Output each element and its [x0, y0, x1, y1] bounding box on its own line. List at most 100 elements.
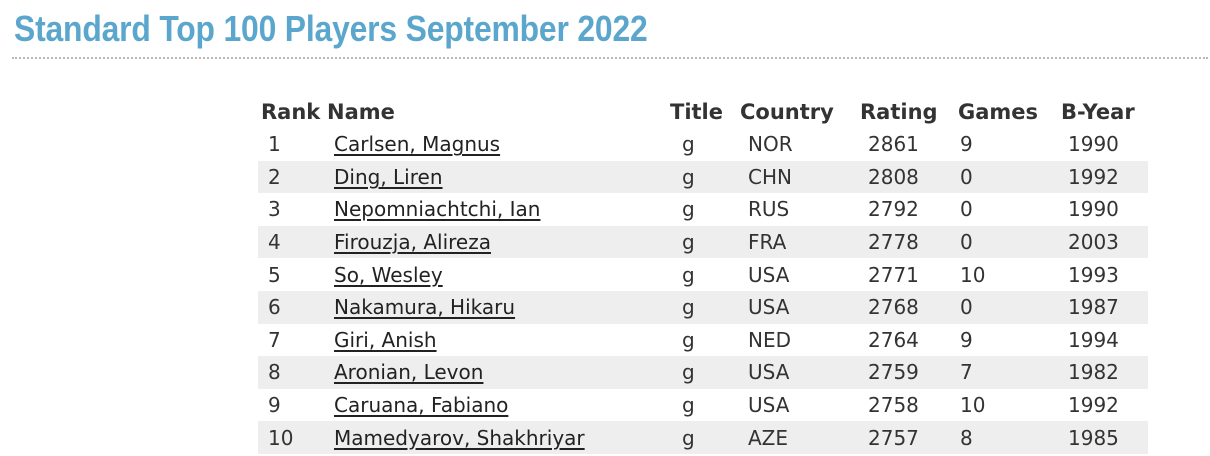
cell-country: NOR	[748, 132, 793, 157]
player-name-link[interactable]: Carlsen, Magnus	[334, 132, 501, 157]
cell-byear: 2003	[1048, 225, 1148, 259]
cell-games: 0	[947, 225, 1048, 259]
cell-name: Nakamura, Hikaru	[326, 290, 661, 324]
cell-games: 0	[947, 160, 1048, 194]
cell-title: g	[661, 356, 728, 389]
cell-rating: 2764	[868, 327, 919, 352]
player-name-link[interactable]: Nakamura, Hikaru	[334, 295, 516, 320]
cell-name: Aronian, Levon	[326, 356, 661, 389]
cell-byear: 1992	[1068, 393, 1119, 418]
cell-rating: 2792	[868, 197, 919, 222]
cell-title: g	[682, 393, 695, 418]
cell-country: NED	[748, 327, 791, 352]
cell-games: 9	[960, 327, 973, 352]
table-row: 6 Nakamura, Hikaru g USA 2768 0 1987	[258, 290, 1148, 324]
cell-rating: 2768	[848, 290, 947, 324]
header-rating: Rating	[860, 99, 938, 124]
cell-rank: 2	[258, 160, 326, 194]
cell-rank: 4	[258, 225, 326, 259]
cell-byear: 1982	[1048, 356, 1148, 389]
cell-country: RUS	[748, 197, 790, 222]
cell-rating: 2771	[868, 262, 919, 287]
cell-name: Caruana, Fabiano	[326, 389, 661, 422]
cell-title: g	[682, 262, 695, 287]
top-players-table: Rank Name Title Country Rating Games B-Y…	[258, 95, 1148, 454]
table-row: 10 Mamedyarov, Shakhriyar g AZE 2757 8 1985	[258, 421, 1148, 454]
table-row: 4 Firouzja, Alireza g FRA 2778 0 2003	[258, 225, 1148, 259]
cell-byear: 1990	[1068, 197, 1119, 222]
cell-rank: 3	[268, 197, 281, 222]
cell-title: g	[661, 290, 728, 324]
cell-name: So, Wesley	[326, 258, 661, 291]
cell-games: 0	[960, 197, 973, 222]
cell-name: Ding, Liren	[326, 160, 661, 194]
cell-games: 10	[960, 262, 986, 287]
cell-byear: 1990	[1068, 132, 1119, 157]
table-row: 9 Caruana, Fabiano g USA 2758 10 1992	[258, 389, 1148, 422]
cell-rating: 2757	[848, 421, 947, 454]
cell-country: CHN	[728, 160, 848, 194]
title-divider	[12, 57, 1208, 59]
table-row: 1 Carlsen, Magnus g NOR 2861 9 1990	[258, 128, 1148, 161]
player-name-link[interactable]: Caruana, Fabiano	[334, 393, 509, 418]
cell-title: g	[682, 327, 695, 352]
cell-rank: 7	[268, 327, 281, 352]
table-body: 1 Carlsen, Magnus g NOR 2861 9 1990 2 Ding, Lire…	[258, 128, 1148, 454]
cell-name: Firouzja, Alireza	[326, 225, 661, 259]
header-country: Country	[740, 99, 834, 124]
player-name-link[interactable]: Nepomniachtchi, Ian	[334, 197, 541, 222]
cell-byear: 1992	[1048, 160, 1148, 194]
cell-title: g	[661, 421, 728, 454]
cell-rank: 10	[258, 421, 326, 454]
cell-country: AZE	[728, 421, 848, 454]
cell-games: 9	[960, 132, 973, 157]
player-name-link[interactable]: Aronian, Levon	[334, 360, 484, 385]
cell-title: g	[661, 160, 728, 194]
cell-rating: 2808	[848, 160, 947, 194]
table-row: 8 Aronian, Levon g USA 2759 7 1982	[258, 356, 1148, 389]
cell-rank: 8	[258, 356, 326, 389]
cell-games: 7	[947, 356, 1048, 389]
cell-country: USA	[748, 393, 790, 418]
header-row: Rank Name Title Country Rating Games B-Y…	[258, 95, 1148, 128]
table-row: 3 Nepomniachtchi, Ian g RUS 2792 0 1990	[258, 193, 1148, 226]
cell-name: Carlsen, Magnus	[326, 128, 661, 161]
header-games: Games	[958, 99, 1039, 124]
cell-rank: 5	[268, 262, 281, 287]
cell-title: g	[661, 225, 728, 259]
cell-country: FRA	[728, 225, 848, 259]
cell-name: Mamedyarov, Shakhriyar	[326, 421, 661, 454]
player-name-link[interactable]: So, Wesley	[334, 262, 443, 287]
table-row: 7 Giri, Anish g NED 2764 9 1994	[258, 324, 1148, 357]
cell-rating: 2759	[848, 356, 947, 389]
cell-byear: 1994	[1068, 327, 1119, 352]
cell-games: 10	[960, 393, 986, 418]
player-name-link[interactable]: Mamedyarov, Shakhriyar	[334, 425, 585, 450]
header-title: Title	[670, 99, 724, 124]
cell-rank: 1	[268, 132, 281, 157]
table-row: 5 So, Wesley g USA 2771 10 1993	[258, 258, 1148, 291]
cell-rank: 9	[268, 393, 281, 418]
cell-rating: 2758	[868, 393, 919, 418]
header-rank: Rank	[261, 99, 321, 124]
cell-country: USA	[728, 290, 848, 324]
header-byear: B-Year	[1061, 99, 1135, 124]
cell-rating: 2861	[868, 132, 919, 157]
cell-title: g	[682, 197, 695, 222]
cell-country: USA	[728, 356, 848, 389]
table-row: 2 Ding, Liren g CHN 2808 0 1992	[258, 160, 1148, 194]
player-name-link[interactable]: Firouzja, Alireza	[334, 230, 491, 255]
player-name-link[interactable]: Giri, Anish	[334, 327, 437, 352]
cell-title: g	[682, 132, 695, 157]
cell-name: Nepomniachtchi, Ian	[326, 193, 661, 226]
cell-games: 0	[947, 290, 1048, 324]
header-name: Name	[327, 99, 395, 124]
cell-byear: 1987	[1048, 290, 1148, 324]
cell-rank: 6	[258, 290, 326, 324]
cell-games: 8	[947, 421, 1048, 454]
page-title: Standard Top 100 Players September 2022	[14, 8, 648, 49]
cell-byear: 1993	[1068, 262, 1119, 287]
table-header: Rank Name Title Country Rating Games B-Y…	[258, 95, 1148, 128]
cell-rating: 2778	[848, 225, 947, 259]
player-name-link[interactable]: Ding, Liren	[334, 164, 443, 189]
